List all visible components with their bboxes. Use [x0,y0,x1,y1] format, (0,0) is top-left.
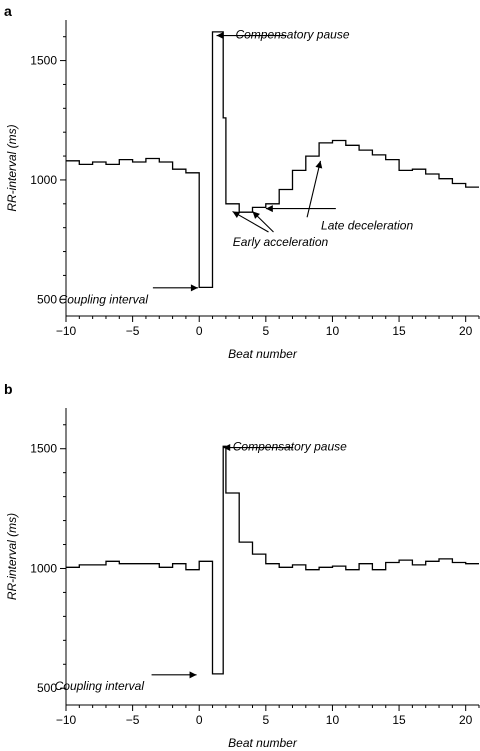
rr-interval-series [66,31,479,289]
y-tick-label: 1000 [30,173,57,187]
y-tick-label: 500 [37,292,57,306]
panel-b-chart: −10 −5 0 5 10 15 20 500 1000 1500 Beat number RR-in… [5,408,480,750]
x-tick-label: 0 [196,713,203,727]
y-axis-title: RR-interval (ms) [5,124,19,211]
y-tick-label: 1500 [30,442,57,456]
annotation-label: Compensatory pause [235,27,349,41]
arrow-head [189,671,197,679]
y-tick-label: 1500 [30,54,57,68]
x-tick-label: 5 [262,713,269,727]
y-tick-label: 1000 [30,561,57,575]
x-tick-label: −5 [126,713,140,727]
x-tick-label: 10 [326,713,340,727]
x-tick-label: −10 [56,713,77,727]
arrow-head [232,211,241,218]
x-axis-title: Beat number [228,347,298,361]
annotation-label: Compensatory pause [233,439,347,453]
x-tick-label: 15 [392,324,406,338]
y-tick-label: 500 [37,681,57,695]
arrow-head [216,32,224,40]
x-axis-title: Beat number [228,736,298,750]
arrow-head [190,284,198,292]
annotation-label: Late deceleration [321,218,413,232]
panel-letter-a: a [4,3,12,19]
arrow-head [252,211,260,219]
annotation-arrow [306,160,321,218]
x-tick-label: 5 [262,324,269,338]
x-tick-label: 0 [196,324,203,338]
arrow-head [315,160,323,169]
arrow-head [265,205,273,213]
rr-interval-series [66,445,479,675]
x-tick-label: 20 [459,324,473,338]
x-tick-label: 10 [326,324,340,338]
arrow-head [223,444,231,452]
panel-a-chart: −10 −5 0 5 10 15 20 500 1000 1500 Beat number RR-in… [5,20,480,361]
panel-letter-b: b [4,381,13,397]
x-tick-label: −5 [126,324,140,338]
x-tick-label: −10 [56,324,77,338]
annotation-label: Coupling interval [59,292,149,306]
y-axis-title: RR-interval (ms) [5,513,19,600]
annotation-label: Early acceleration [233,235,329,249]
x-tick-label: 20 [459,713,473,727]
annotation-label: Coupling interval [55,679,145,693]
x-tick-label: 15 [392,713,406,727]
